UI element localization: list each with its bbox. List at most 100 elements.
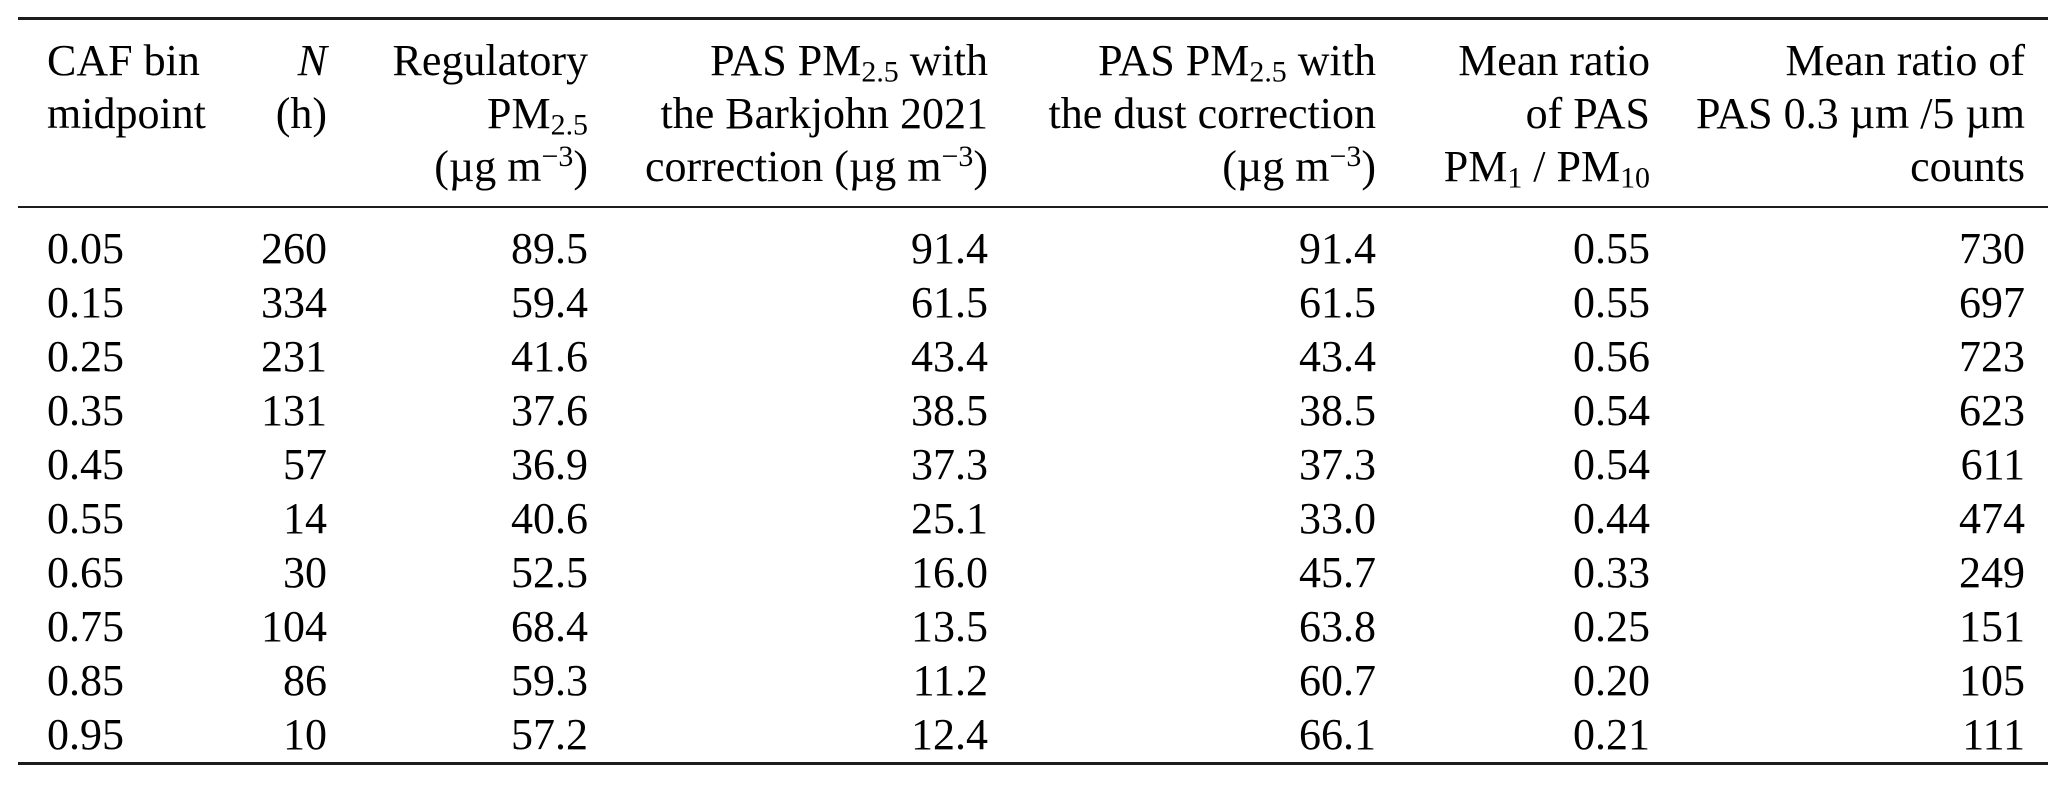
results-table: CAF bin midpoint N (h) Regulatory PM2.5 … xyxy=(18,17,2048,765)
table-row: 0.45 57 36.9 37.3 37.3 0.54 611 xyxy=(18,438,2048,492)
header-line: of PAS xyxy=(1525,89,1650,138)
cell-mean-ratio-pm1-pm10: 0.54 xyxy=(1573,385,1650,435)
cell-n-hours: 334 xyxy=(261,277,327,327)
cell-pas-pm25-dust: 45.7 xyxy=(1299,547,1376,597)
cell-mean-ratio-counts: 474 xyxy=(1959,493,2025,543)
cell-mean-ratio-pm1-pm10: 0.56 xyxy=(1573,331,1650,381)
header-line: the Barkjohn 2021 xyxy=(660,89,988,138)
cell-pas-pm25-dust: 63.8 xyxy=(1299,601,1376,651)
cell-n-hours: 260 xyxy=(261,223,327,273)
cell-mean-ratio-counts: 697 xyxy=(1959,277,2025,327)
cell-caf-bin-midpoint: 0.55 xyxy=(47,493,124,543)
header-mean-ratio-pm1-pm10: Mean ratio of PAS PM1 / PM10 xyxy=(1376,18,1650,208)
cell-mean-ratio-counts: 151 xyxy=(1959,601,2025,651)
cell-regulatory-pm25: 37.6 xyxy=(511,385,588,435)
cell-mean-ratio-pm1-pm10: 0.55 xyxy=(1573,223,1650,273)
cell-pas-pm25-barkjohn: 11.2 xyxy=(912,655,988,705)
cell-mean-ratio-pm1-pm10: 0.44 xyxy=(1573,493,1650,543)
cell-mean-ratio-counts: 249 xyxy=(1959,547,2025,597)
table-row: 0.15 334 59.4 61.5 61.5 0.55 697 xyxy=(18,276,2048,330)
cell-mean-ratio-counts: 723 xyxy=(1959,331,2025,381)
header-line: N xyxy=(297,36,327,85)
table-row: 0.25 231 41.6 43.4 43.4 0.56 723 xyxy=(18,330,2048,384)
cell-pas-pm25-barkjohn: 16.0 xyxy=(911,547,988,597)
header-line: counts xyxy=(1910,142,2025,191)
cell-pas-pm25-dust: 60.7 xyxy=(1299,655,1376,705)
table-row: 0.55 14 40.6 25.1 33.0 0.44 474 xyxy=(18,492,2048,546)
cell-caf-bin-midpoint: 0.85 xyxy=(47,655,124,705)
cell-pas-pm25-barkjohn: 12.4 xyxy=(911,709,988,759)
cell-regulatory-pm25: 68.4 xyxy=(511,601,588,651)
cell-mean-ratio-counts: 611 xyxy=(1960,439,2025,489)
cell-pas-pm25-dust: 33.0 xyxy=(1299,493,1376,543)
header-line: Regulatory xyxy=(392,36,588,85)
cell-pas-pm25-barkjohn: 91.4 xyxy=(911,223,988,273)
cell-regulatory-pm25: 40.6 xyxy=(511,493,588,543)
header-line: CAF bin xyxy=(47,36,200,85)
header-line: correction (µg m−3) xyxy=(644,140,988,191)
cell-pas-pm25-barkjohn: 43.4 xyxy=(911,331,988,381)
cell-caf-bin-midpoint: 0.25 xyxy=(47,331,124,381)
cell-pas-pm25-barkjohn: 37.3 xyxy=(911,439,988,489)
cell-mean-ratio-counts: 105 xyxy=(1959,655,2025,705)
header-mean-ratio-counts: Mean ratio of PAS 0.3 µm /5 µm counts xyxy=(1650,18,2048,208)
header-line: PAS PM2.5 with xyxy=(1098,36,1376,89)
cell-n-hours: 30 xyxy=(283,547,327,597)
cell-mean-ratio-pm1-pm10: 0.21 xyxy=(1573,709,1650,759)
cell-caf-bin-midpoint: 0.45 xyxy=(47,439,124,489)
table-row: 0.75 104 68.4 13.5 63.8 0.25 151 xyxy=(18,600,2048,654)
table-row: 0.05 260 89.5 91.4 91.4 0.55 730 xyxy=(18,207,2048,276)
cell-pas-pm25-barkjohn: 38.5 xyxy=(911,385,988,435)
cell-caf-bin-midpoint: 0.35 xyxy=(47,385,124,435)
cell-mean-ratio-counts: 623 xyxy=(1959,385,2025,435)
cell-pas-pm25-dust: 43.4 xyxy=(1299,331,1376,381)
header-line: PM1 / PM10 xyxy=(1443,142,1650,195)
table-header: CAF bin midpoint N (h) Regulatory PM2.5 … xyxy=(18,18,2048,208)
table-body: 0.05 260 89.5 91.4 91.4 0.55 730 0.15 33… xyxy=(18,207,2048,764)
header-line: PAS 0.3 µm /5 µm xyxy=(1695,89,2025,138)
cell-pas-pm25-dust: 38.5 xyxy=(1299,385,1376,435)
cell-mean-ratio-counts: 730 xyxy=(1959,223,2025,273)
header-line: (h) xyxy=(275,89,327,138)
cell-regulatory-pm25: 59.4 xyxy=(511,277,588,327)
cell-regulatory-pm25: 41.6 xyxy=(511,331,588,381)
table-row: 0.65 30 52.5 16.0 45.7 0.33 249 xyxy=(18,546,2048,600)
header-line: midpoint xyxy=(47,89,206,138)
header-line: Mean ratio xyxy=(1458,36,1650,85)
cell-pas-pm25-barkjohn: 25.1 xyxy=(911,493,988,543)
cell-caf-bin-midpoint: 0.65 xyxy=(47,547,124,597)
cell-regulatory-pm25: 57.2 xyxy=(511,709,588,759)
cell-pas-pm25-barkjohn: 13.5 xyxy=(911,601,988,651)
header-n-hours: N (h) xyxy=(168,18,327,208)
cell-regulatory-pm25: 59.3 xyxy=(511,655,588,705)
header-line: Mean ratio of xyxy=(1785,36,2025,85)
cell-caf-bin-midpoint: 0.05 xyxy=(47,223,124,273)
cell-n-hours: 131 xyxy=(261,385,327,435)
header-line: PM2.5 xyxy=(487,89,588,142)
cell-pas-pm25-dust: 66.1 xyxy=(1299,709,1376,759)
header-row: CAF bin midpoint N (h) Regulatory PM2.5 … xyxy=(18,18,2048,208)
cell-n-hours: 57 xyxy=(283,439,327,489)
cell-mean-ratio-pm1-pm10: 0.33 xyxy=(1573,547,1650,597)
table-row: 0.95 10 57.2 12.4 66.1 0.21 111 xyxy=(18,708,2048,764)
cell-mean-ratio-pm1-pm10: 0.54 xyxy=(1573,439,1650,489)
cell-mean-ratio-counts: 111 xyxy=(1962,709,2025,759)
header-line: (µg m−3) xyxy=(434,140,588,191)
cell-pas-pm25-dust: 37.3 xyxy=(1299,439,1376,489)
header-line: PAS PM2.5 with xyxy=(710,36,988,89)
cell-n-hours: 104 xyxy=(261,601,327,651)
cell-regulatory-pm25: 36.9 xyxy=(511,439,588,489)
header-caf-bin-midpoint: CAF bin midpoint xyxy=(18,18,206,208)
header-line: (µg m−3) xyxy=(1222,140,1376,191)
cell-pas-pm25-dust: 91.4 xyxy=(1299,223,1376,273)
table-row: 0.35 131 37.6 38.5 38.5 0.54 623 xyxy=(18,384,2048,438)
cell-caf-bin-midpoint: 0.75 xyxy=(47,601,124,651)
cell-caf-bin-midpoint: 0.15 xyxy=(47,277,124,327)
cell-n-hours: 14 xyxy=(283,493,327,543)
cell-regulatory-pm25: 52.5 xyxy=(511,547,588,597)
cell-caf-bin-midpoint: 0.95 xyxy=(47,709,124,759)
cell-regulatory-pm25: 89.5 xyxy=(511,223,588,273)
cell-mean-ratio-pm1-pm10: 0.20 xyxy=(1573,655,1650,705)
header-pas-pm25-barkjohn: PAS PM2.5 with the Barkjohn 2021 correct… xyxy=(588,18,988,208)
